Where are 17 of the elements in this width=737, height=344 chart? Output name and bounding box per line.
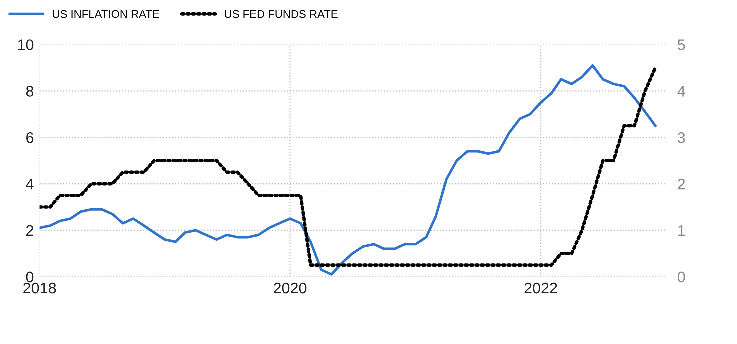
x-tick-label: 2022 [524,282,558,294]
x-tick-label: 2018 [24,282,56,294]
y-tick-label: 2 [26,225,34,236]
y2-tick-label: 4 [678,86,686,97]
y-tick-label: 8 [26,86,34,97]
y2-tick-label: 5 [678,40,686,50]
y2-tick-label: 1 [678,226,686,236]
y2-tick-label: 0 [678,272,686,283]
legend-label: US FED FUNDS RATE [225,10,338,18]
y-tick-label: 10 [18,40,34,50]
x-tick-label: 2020 [274,282,307,294]
y2-tick-label: 3 [678,132,686,144]
legend-label: US INFLATION RATE [53,10,160,18]
y-tick-label: 4 [26,179,34,190]
y-tick-label: 0 [26,272,34,283]
y2-tick-label: 2 [678,178,686,190]
y-tick-label: 6 [26,132,34,144]
